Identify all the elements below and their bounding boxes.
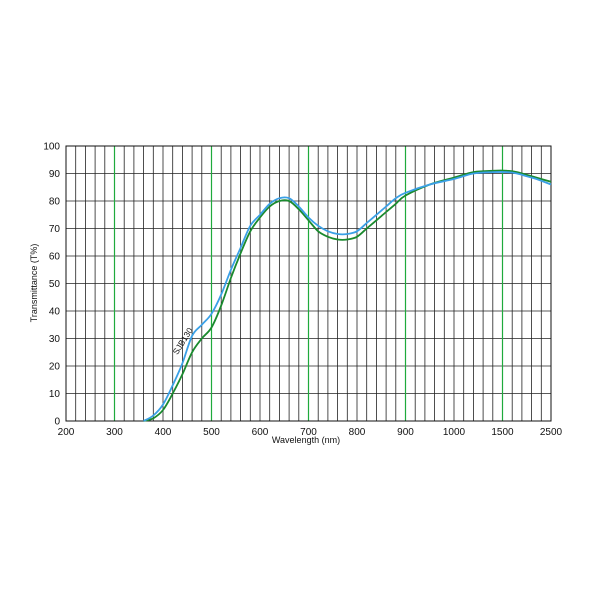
x-tick-label: 1500 — [491, 427, 514, 438]
series-line-sjb130 — [143, 171, 552, 422]
x-tick-label: 1000 — [443, 427, 466, 438]
x-tick-label: 400 — [155, 427, 172, 438]
y-tick-label: 70 — [49, 224, 61, 235]
series-label-sjb140: SJB140 — [197, 0, 227, 2]
y-tick-labels: 0 10 20 30 40 50 60 70 80 90 100 — [43, 142, 60, 428]
y-tick-label: 30 — [49, 334, 61, 345]
x-tick-label: 500 — [203, 427, 220, 438]
y-tick-label: 100 — [43, 142, 60, 153]
x-tick-label: 800 — [349, 427, 366, 438]
plot-frame — [65, 145, 552, 422]
x-tick-label: 200 — [58, 427, 75, 438]
y-tick-label: 60 — [49, 252, 61, 263]
y-tick-label: 80 — [49, 197, 61, 208]
y-tick-label: 40 — [49, 307, 61, 318]
y-tick-label: 10 — [49, 389, 61, 400]
y-tick-label: 50 — [49, 279, 61, 290]
y-tick-label: 0 — [54, 417, 60, 428]
series-label-sjb130: SJB130 — [171, 326, 195, 357]
y-tick-label: 20 — [49, 362, 61, 373]
x-tick-label: 900 — [397, 427, 414, 438]
x-tick-label: 700 — [300, 427, 317, 438]
y-tick-label: 90 — [49, 169, 61, 180]
series-labels: SJB130 SJB140 — [171, 0, 227, 356]
x-tick-label: 600 — [252, 427, 269, 438]
x-tick-label: 2500 — [540, 427, 563, 438]
x-tick-labels: 200 300 400 500 600 700 800 900 1000 1500 2500 — [58, 427, 563, 438]
y-axis-label: Transmittance (T%) — [29, 244, 39, 323]
series-lines — [143, 169, 552, 422]
series-line-sjb140 — [143, 169, 552, 422]
x-axis-label: Wavelength (nm) — [272, 435, 340, 445]
x-tick-label: 300 — [106, 427, 123, 438]
